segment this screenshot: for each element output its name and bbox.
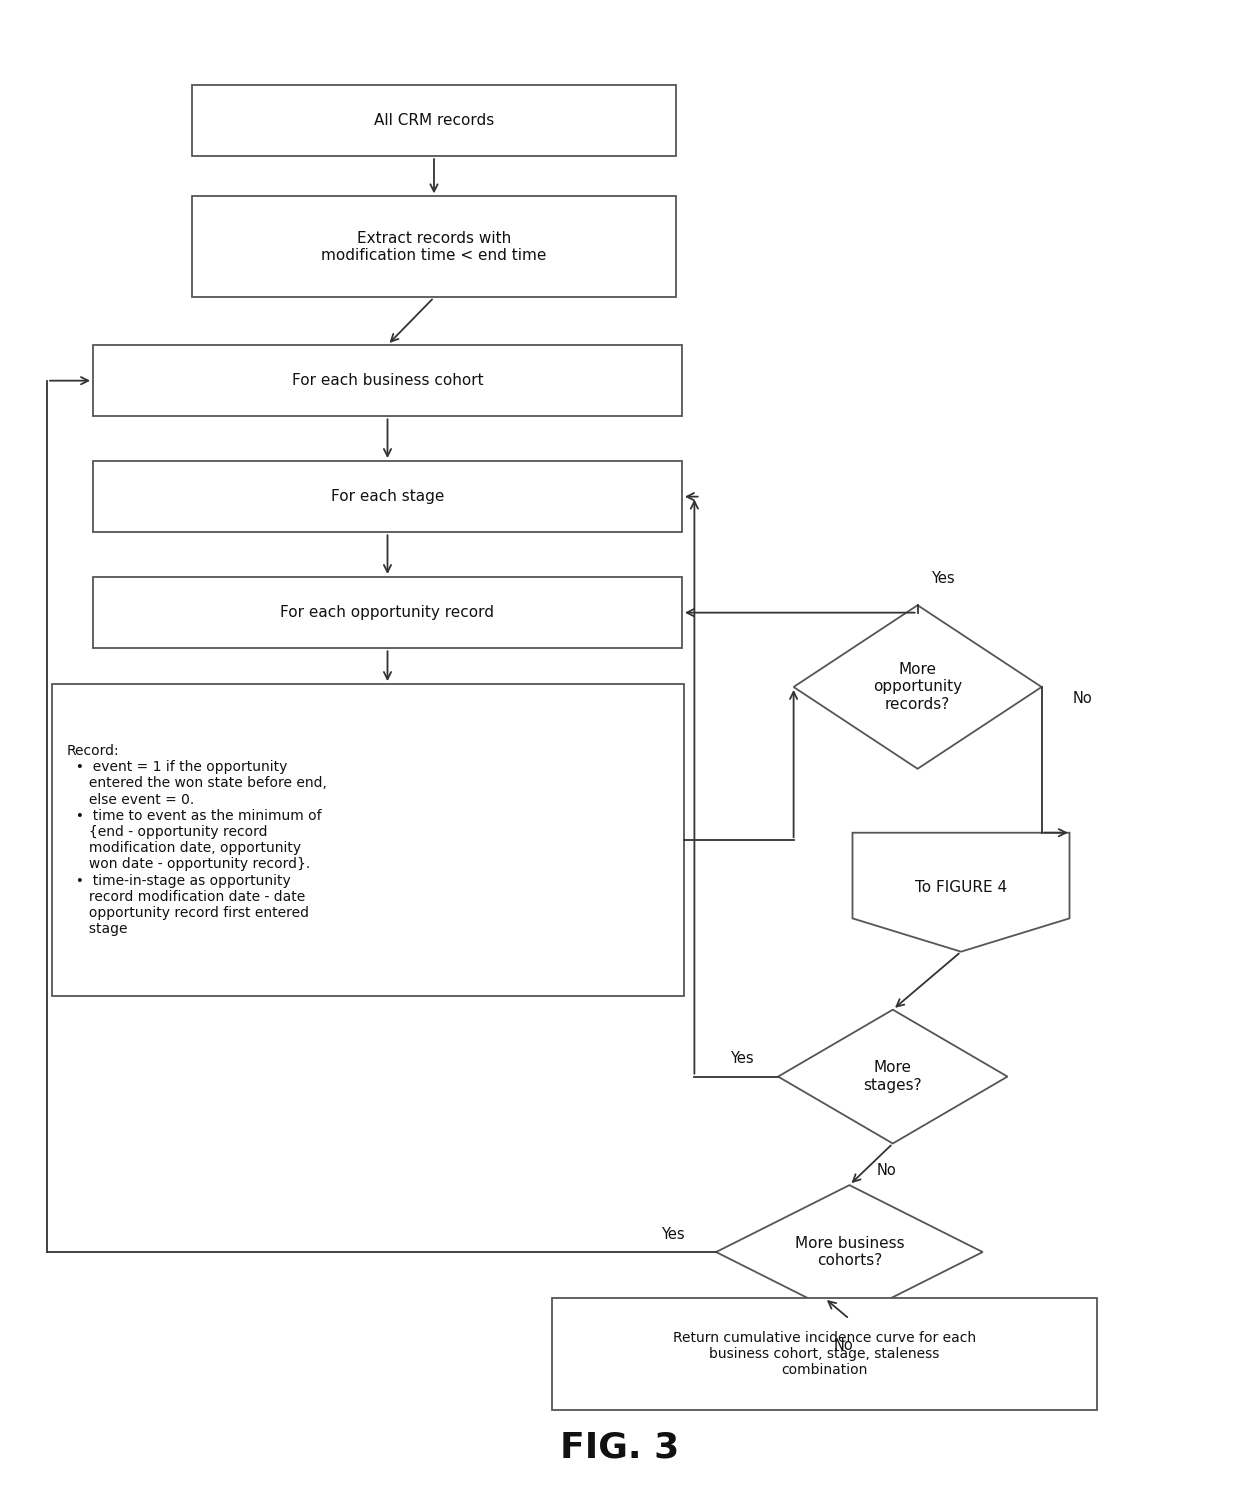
- FancyBboxPatch shape: [552, 1298, 1097, 1410]
- FancyBboxPatch shape: [192, 196, 676, 297]
- FancyBboxPatch shape: [192, 85, 676, 156]
- FancyBboxPatch shape: [93, 345, 682, 416]
- Polygon shape: [794, 605, 1042, 769]
- Text: All CRM records: All CRM records: [374, 113, 494, 128]
- Text: No: No: [1073, 691, 1092, 706]
- Text: Yes: Yes: [729, 1051, 753, 1066]
- Text: More
stages?: More stages?: [863, 1060, 923, 1093]
- FancyBboxPatch shape: [52, 684, 684, 996]
- Text: Extract records with
modification time < end time: Extract records with modification time <…: [321, 230, 547, 263]
- Polygon shape: [853, 833, 1069, 952]
- Text: FIG. 3: FIG. 3: [560, 1430, 680, 1465]
- Text: Record:
  •  event = 1 if the opportunity
     entered the won state before end,: Record: • event = 1 if the opportunity e…: [67, 744, 327, 937]
- Polygon shape: [717, 1185, 983, 1319]
- Text: For each opportunity record: For each opportunity record: [280, 605, 495, 620]
- Text: Yes: Yes: [930, 571, 955, 586]
- Text: Yes: Yes: [661, 1227, 684, 1242]
- Polygon shape: [779, 1010, 1007, 1144]
- Text: Return cumulative incidence curve for each
business cohort, stage, staleness
com: Return cumulative incidence curve for ea…: [673, 1331, 976, 1377]
- Text: For each business cohort: For each business cohort: [291, 373, 484, 388]
- Text: To FIGURE 4: To FIGURE 4: [915, 880, 1007, 895]
- FancyBboxPatch shape: [93, 461, 682, 532]
- Text: More
opportunity
records?: More opportunity records?: [873, 662, 962, 712]
- Text: No: No: [877, 1163, 897, 1178]
- Text: For each stage: For each stage: [331, 489, 444, 504]
- FancyBboxPatch shape: [93, 577, 682, 648]
- Text: More business
cohorts?: More business cohorts?: [795, 1236, 904, 1268]
- Text: No: No: [833, 1338, 853, 1353]
